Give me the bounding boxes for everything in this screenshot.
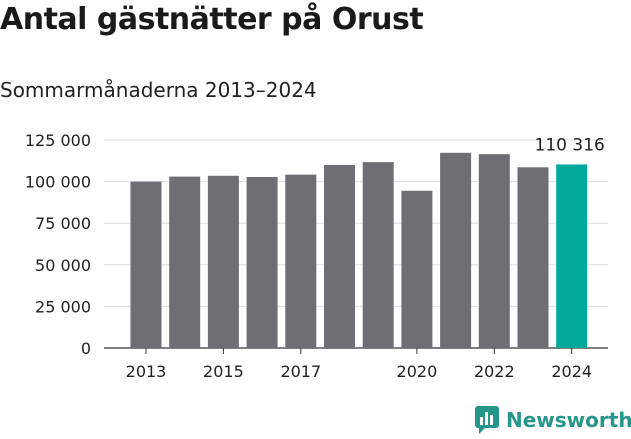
bar <box>556 164 588 348</box>
x-tick-label: 2024 <box>551 362 592 381</box>
bars <box>130 152 588 348</box>
bar <box>324 164 355 348</box>
bar <box>130 181 162 348</box>
bar <box>169 176 201 348</box>
bar <box>207 175 239 348</box>
y-tick-label: 75 000 <box>35 214 91 233</box>
brand-name: Newsworthy <box>506 408 631 432</box>
y-axis-ticks: 0 25 000 50 000 75 000 100 000 125 000 <box>25 131 91 358</box>
y-tick-label: 0 <box>81 339 91 358</box>
data-label: 110 316 <box>535 135 605 155</box>
bar <box>478 154 510 348</box>
y-tick-label: 50 000 <box>35 256 91 275</box>
y-tick-label: 25 000 <box>35 297 91 316</box>
bar <box>517 167 549 348</box>
x-tick-label: 2020 <box>397 362 438 381</box>
bar <box>246 176 278 348</box>
x-tick-label: 2017 <box>280 362 321 381</box>
data-labels: 110 316 <box>535 135 605 155</box>
x-axis-ticks: 2013 2015 2017 2020 2022 2024 <box>126 348 592 381</box>
bar <box>440 152 472 348</box>
x-tick-label: 2022 <box>474 362 515 381</box>
y-tick-label: 100 000 <box>25 173 91 192</box>
y-tick-label: 125 000 <box>25 131 91 150</box>
bar <box>401 190 433 348</box>
bar <box>285 174 317 348</box>
chart-subtitle: Sommarmånaderna 2013–2024 <box>0 78 317 102</box>
x-tick-label: 2015 <box>203 362 244 381</box>
newsworthy-logo: Newsworthy <box>474 405 631 435</box>
chart-title: Antal gästnätter på Orust <box>0 2 424 37</box>
bar <box>362 162 394 348</box>
newsworthy-logo-icon <box>475 406 499 434</box>
x-tick-label: 2013 <box>126 362 167 381</box>
